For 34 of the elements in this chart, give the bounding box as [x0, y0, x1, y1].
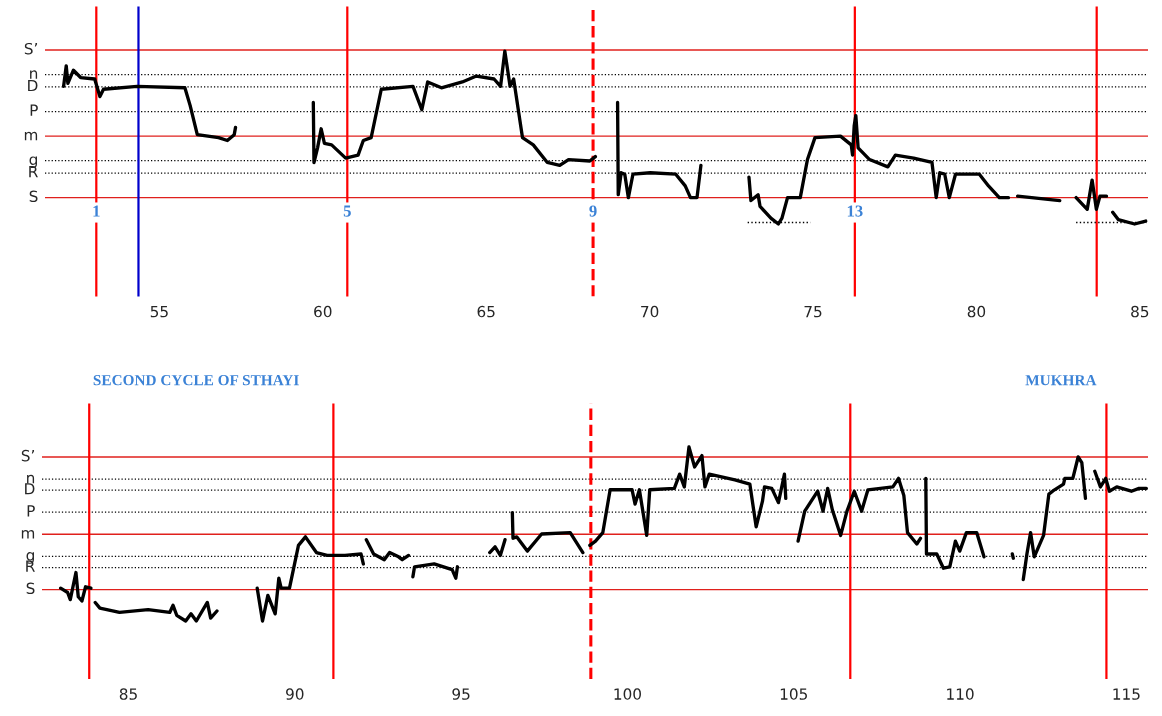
annotation: 5 — [343, 205, 351, 217]
x-tick-label: 65 — [477, 305, 495, 318]
x-tick-label: 80 — [967, 305, 986, 318]
ref-line-label: P — [30, 104, 38, 116]
text: SECOND CYCLE OF STHAYI — [93, 375, 299, 386]
ref-line-label: n — [30, 70, 38, 79]
ref-line-label: n — [27, 474, 35, 484]
x-tick-label: 110 — [947, 688, 974, 700]
text: MUKHRA — [1025, 375, 1097, 386]
x-tick-label: 60 — [314, 305, 332, 318]
ref-line-label: S’ — [21, 449, 35, 462]
ref-line-label: S — [26, 582, 35, 595]
annotation: 1 — [93, 205, 100, 217]
ref-line-label: m — [24, 131, 38, 141]
annotation: 13 — [847, 205, 863, 217]
ref-line-label: m — [21, 529, 35, 539]
x-tick-label: 75 — [804, 306, 822, 318]
x-tick-label: 90 — [286, 688, 304, 700]
ref-line-label: P — [27, 505, 35, 517]
x-tick-label: 95 — [452, 688, 470, 700]
x-tick-label: 85 — [1131, 305, 1149, 318]
ref-line-label: S’ — [24, 42, 38, 55]
ref-line-label: D — [28, 79, 38, 92]
x-tick-label: 105 — [780, 688, 807, 700]
x-tick-label: 100 — [614, 688, 641, 700]
ref-line-label: R — [29, 166, 38, 178]
ref-line-label: D — [25, 483, 35, 495]
ref-line-label: g — [29, 156, 37, 169]
ref-line-label: S — [29, 190, 38, 203]
x-tick-label: 85 — [119, 688, 137, 700]
annotation: 9 — [589, 205, 597, 217]
x-tick-label: 115 — [1113, 688, 1140, 700]
x-tick-label: 70 — [641, 305, 659, 318]
x-tick-label: 55 — [150, 306, 168, 318]
